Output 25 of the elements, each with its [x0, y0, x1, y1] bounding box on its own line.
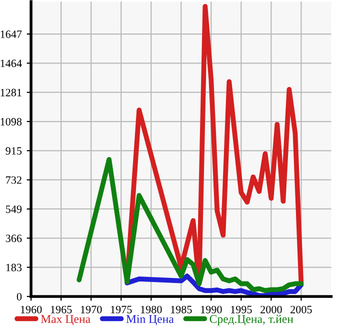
- x-tick-label: 1970: [80, 306, 102, 314]
- x-tick-label: 1995: [231, 306, 252, 314]
- y-tick-label: 0: [16, 292, 22, 300]
- line-series: [76, 157, 304, 294]
- x-tick-label: 2000: [260, 306, 282, 314]
- y-tick-label: 549: [6, 205, 22, 213]
- y-tick-label: 366: [6, 234, 22, 242]
- legend-label: Сред.Цена, т.йен: [210, 314, 294, 326]
- y-tick-label: 915: [6, 147, 22, 155]
- y-tick-label: 1464: [0, 60, 22, 68]
- line-series: [124, 274, 304, 296]
- x-tick-label: 1965: [50, 306, 72, 314]
- legend-label: Min Цена: [126, 315, 174, 326]
- y-tick-label: 1281: [0, 88, 22, 96]
- x-tick-label: 1985: [170, 306, 192, 314]
- y-tick-label: 183: [6, 264, 22, 272]
- x-tick-label: 1960: [20, 306, 42, 314]
- x-tick-label: 1990: [201, 306, 222, 314]
- x-tick-label: 1975: [110, 306, 132, 314]
- x-tick-label: 2005: [290, 306, 312, 314]
- y-tick-label: 1647: [0, 30, 22, 38]
- legend-label: Max Цена: [40, 315, 90, 326]
- y-tick-label: 732: [6, 176, 22, 184]
- x-tick-label: 1980: [140, 306, 162, 314]
- y-tick-label: 1098: [0, 118, 22, 126]
